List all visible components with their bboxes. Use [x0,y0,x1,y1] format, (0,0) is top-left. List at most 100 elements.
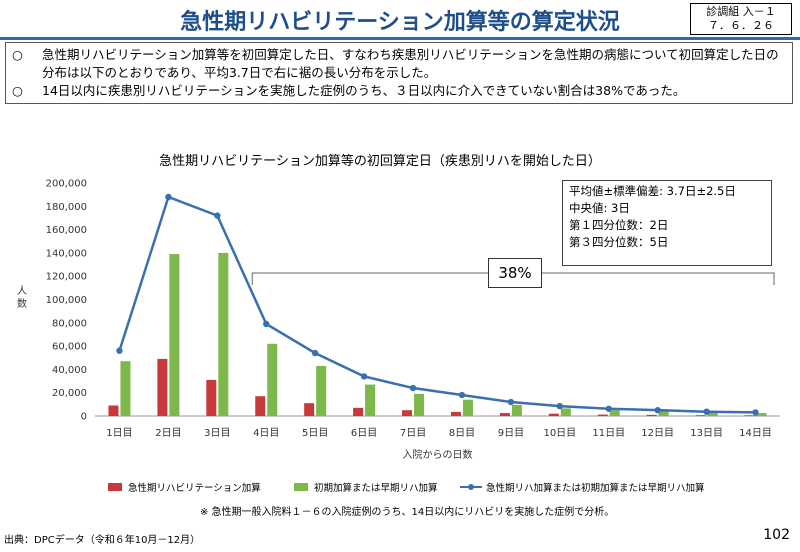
bar-green [267,343,278,416]
line-point [409,384,417,392]
bar-green [707,412,718,416]
title-underline [0,37,800,40]
line-point [654,406,661,414]
x-tick-label: 1日目 [106,428,132,439]
legend-label-green: 初期加算または早期リハ加算 [314,483,438,494]
bar-red [304,403,315,416]
x-tick-label: 3日目 [204,428,230,439]
bar-red [548,413,559,416]
footnote: ※ 急性期一般入院料１－６の入院症例のうち、14日以内にリハビリを実施した症例で… [200,507,615,518]
bar-red [157,358,168,416]
legend-line-icon [460,484,482,490]
line-point [703,408,710,415]
line-point [165,193,172,201]
y-tick-label: 160,000 [46,225,87,236]
line-point [214,212,221,219]
series-line [118,195,756,414]
bar-green [511,404,522,416]
line-point [360,373,368,380]
bar-green [169,254,180,416]
line-point [752,409,759,416]
y-axis-label: 人 [17,285,27,297]
line-point [605,405,612,412]
page-number: 102 [763,527,790,543]
y-tick-label: 120,000 [46,272,87,283]
x-tick-label: 14日目 [739,428,772,439]
summary-text-2: 14日以内に疾患別リハビリテーションを実施した症例のうち、３日以内に介入できてい… [42,83,686,98]
bullet-icon: ○ [12,47,23,62]
bar-red [353,407,364,416]
y-tick-label: 0 [81,412,87,423]
x-tick-label: 8日目 [449,428,475,439]
y-tick-label: 100,000 [46,295,87,306]
bar-green [414,393,425,416]
line-point [507,398,515,406]
stats-median: 中央値: 3日 [569,201,630,215]
line-point [263,320,270,328]
legend-label-red: 急性期リハビリテーション加算 [128,483,261,494]
y-tick-label: 140,000 [46,248,87,259]
source-note: 出典：DPCデータ（令和６年10月－12月） [4,535,201,546]
bar-red [255,396,266,416]
legend-item-line: 急性期リハ加算または初期加算または早期リハ加算 [460,480,705,494]
page-title: 急性期リハビリテーション加算等の算定状況 [180,10,620,35]
bar-green [609,410,620,416]
line-point [458,391,466,399]
stats-mean: 平均値±標準偏差: 3.7日±2.5日 [569,184,736,198]
document-id-date: ７．６．２６ [708,19,774,32]
summary-box: ○ 急性期リハビリテーション加算等を初回算定した日、すなわち疾患別リハビリテーシ… [5,42,793,104]
x-tick-label: 13日目 [690,428,723,439]
y-tick-label: 180,000 [46,202,87,213]
stats-box: 平均値±標準偏差: 3.7日±2.5日 中央値: 3日 第１四分位数：2日 第３… [562,180,772,266]
chart-title: 急性期リハビリテーション加算等の初回算定日（疾患別リハを開始した日） [159,154,601,169]
legend-swatch-green [294,483,308,491]
bar-red [450,411,461,416]
legend-item-green: 初期加算または早期リハ加算 [294,480,438,494]
line-point [116,347,123,354]
bar-green [658,411,669,416]
bar-green [462,399,473,416]
bar-green [756,413,767,416]
y-axis-label: 数 [17,297,27,310]
bracket-percentage-label: 38% [488,258,542,288]
legend-swatch-red [108,483,122,491]
x-tick-label: 4日目 [253,428,279,439]
x-tick-label: 12日目 [641,428,674,439]
x-tick-label: 7日目 [400,428,426,439]
y-tick-label: 80,000 [52,318,87,329]
bar-green [218,252,229,416]
x-tick-label: 11日目 [592,428,625,439]
bullet-icon: ○ [12,83,23,98]
summary-point-1: ○ 急性期リハビリテーション加算等を初回算定した日、すなわち疾患別リハビリテーシ… [12,46,784,82]
y-tick-label: 40,000 [52,365,87,376]
title-bar: 急性期リハビリテーション加算等の算定状況 診調組 入－１ ７．６．２６ [0,0,800,40]
document-id-box: 診調組 入－１ ７．６．２６ [690,3,792,35]
summary-text-1: 急性期リハビリテーション加算等を初回算定した日、すなわち疾患別リハビリテーション… [42,47,779,80]
bar-red [206,379,217,416]
bar-red [744,415,755,416]
stats-q1: 第１四分位数：2日 [569,218,669,232]
bar-green [560,408,571,416]
stats-q3: 第３四分位数：5日 [569,235,669,249]
bar-red [597,414,608,416]
legend-item-red: 急性期リハビリテーション加算 [108,480,261,494]
y-tick-label: 200,000 [46,179,87,190]
x-axis-label: 入院からの日数 [403,448,473,461]
bar-red [402,410,413,416]
x-tick-label: 6日目 [351,428,377,439]
bar-green [365,384,376,416]
bar-green [120,361,131,416]
y-tick-label: 20,000 [52,388,87,399]
document-id-code: 診調組 入－１ [706,5,776,18]
y-tick-label: 60,000 [52,342,87,353]
bar-red [646,414,657,416]
x-tick-label: 2日目 [155,428,181,439]
bar-red [695,415,706,416]
bar-red [108,405,119,416]
line-point [311,349,319,357]
x-tick-label: 9日目 [498,428,524,439]
legend-label-line: 急性期リハ加算または初期加算または早期リハ加算 [486,483,705,494]
x-tick-label: 10日目 [543,428,576,439]
summary-point-2: ○ 14日以内に疾患別リハビリテーションを実施した症例のうち、３日以内に介入でき… [12,82,784,100]
